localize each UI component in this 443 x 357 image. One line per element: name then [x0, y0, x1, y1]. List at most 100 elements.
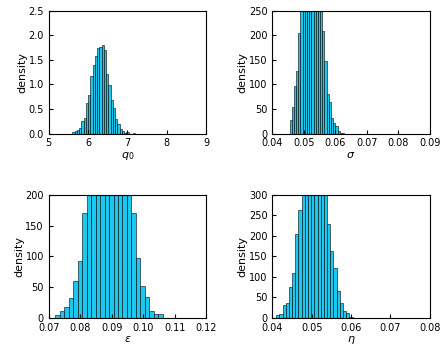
- Bar: [86, 102, 88, 134]
- Y-axis label: density: density: [17, 52, 27, 92]
- Bar: [340, 303, 343, 318]
- Bar: [82, 121, 84, 134]
- Bar: [111, 100, 113, 134]
- Bar: [326, 94, 329, 134]
- Bar: [74, 131, 77, 134]
- Bar: [311, 0, 314, 134]
- Bar: [115, 119, 117, 134]
- Bar: [327, 225, 330, 318]
- Bar: [305, 0, 307, 134]
- Bar: [342, 133, 344, 134]
- Bar: [123, 122, 127, 318]
- Bar: [318, 132, 321, 318]
- Bar: [324, 61, 326, 134]
- Bar: [64, 307, 69, 318]
- Bar: [122, 131, 124, 134]
- Bar: [276, 315, 280, 318]
- Bar: [90, 76, 93, 134]
- Bar: [88, 95, 90, 134]
- Bar: [340, 133, 342, 134]
- Bar: [104, 50, 106, 134]
- Bar: [330, 251, 334, 318]
- Bar: [69, 298, 73, 318]
- Bar: [324, 172, 327, 318]
- Bar: [118, 63, 123, 318]
- Bar: [132, 213, 136, 318]
- Bar: [298, 33, 300, 134]
- Bar: [96, 18, 100, 318]
- Bar: [292, 273, 295, 318]
- Bar: [77, 130, 79, 134]
- Bar: [106, 74, 109, 134]
- Bar: [314, 0, 316, 134]
- Bar: [99, 47, 101, 134]
- Bar: [113, 108, 115, 134]
- Bar: [154, 314, 159, 318]
- Bar: [136, 258, 140, 318]
- Bar: [335, 126, 338, 134]
- Bar: [331, 118, 333, 134]
- Bar: [295, 234, 299, 318]
- Bar: [343, 311, 346, 318]
- Bar: [329, 102, 331, 134]
- Bar: [346, 313, 350, 318]
- Y-axis label: density: density: [14, 236, 24, 277]
- Bar: [292, 106, 294, 134]
- Bar: [323, 31, 324, 134]
- Bar: [333, 123, 335, 134]
- Bar: [283, 305, 286, 318]
- Bar: [126, 132, 128, 134]
- Bar: [334, 268, 337, 318]
- X-axis label: $q_0$: $q_0$: [121, 150, 134, 162]
- X-axis label: $\varepsilon$: $\varepsilon$: [124, 334, 131, 344]
- Bar: [311, 91, 315, 318]
- Bar: [140, 286, 145, 318]
- Bar: [72, 132, 74, 134]
- Bar: [59, 311, 64, 318]
- Bar: [120, 129, 122, 134]
- Bar: [55, 315, 59, 318]
- Bar: [97, 48, 99, 134]
- Bar: [124, 133, 126, 134]
- Bar: [101, 45, 104, 134]
- Bar: [315, 100, 318, 318]
- Bar: [109, 0, 113, 318]
- Bar: [307, 0, 309, 134]
- Bar: [350, 317, 353, 318]
- Bar: [294, 86, 296, 134]
- Bar: [299, 211, 302, 318]
- Bar: [296, 71, 298, 134]
- Bar: [338, 131, 340, 134]
- Bar: [308, 122, 311, 318]
- X-axis label: $\eta$: $\eta$: [347, 334, 355, 346]
- Bar: [159, 314, 163, 318]
- Bar: [145, 297, 149, 318]
- Bar: [289, 287, 292, 318]
- Bar: [79, 128, 82, 134]
- Bar: [300, 9, 303, 134]
- Bar: [286, 303, 289, 318]
- Bar: [302, 164, 305, 318]
- Bar: [149, 311, 154, 318]
- Bar: [91, 104, 96, 318]
- Bar: [84, 117, 86, 134]
- Bar: [82, 213, 86, 318]
- Bar: [290, 120, 292, 134]
- Bar: [86, 169, 91, 318]
- Bar: [73, 281, 78, 318]
- Bar: [93, 65, 95, 134]
- Bar: [316, 0, 318, 134]
- Bar: [105, 0, 109, 318]
- Bar: [78, 261, 82, 318]
- Bar: [309, 0, 311, 134]
- Bar: [305, 128, 308, 318]
- Bar: [113, 0, 118, 318]
- Bar: [303, 0, 305, 134]
- X-axis label: $\sigma$: $\sigma$: [346, 150, 356, 160]
- Bar: [321, 154, 324, 318]
- Bar: [318, 0, 320, 134]
- Y-axis label: density: density: [237, 52, 247, 92]
- Bar: [117, 124, 120, 134]
- Y-axis label: density: density: [237, 236, 247, 277]
- Bar: [320, 0, 323, 134]
